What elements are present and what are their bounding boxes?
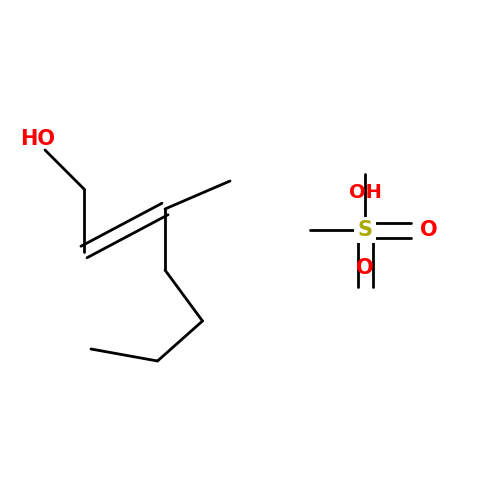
Text: S: S (358, 220, 372, 240)
Text: HO: HO (20, 129, 55, 149)
Text: O: O (420, 220, 438, 240)
Text: OH: OH (348, 182, 382, 202)
Text: O: O (356, 258, 374, 278)
